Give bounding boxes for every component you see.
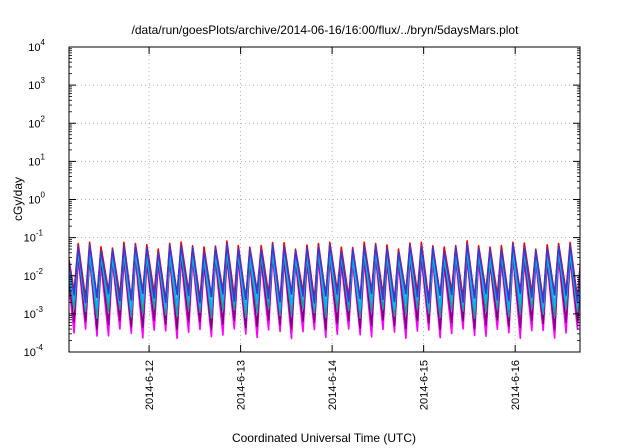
chart-title: /data/run/goesPlots/archive/2014-06-16/1…	[132, 23, 520, 37]
y-tick-label: 100	[28, 191, 45, 207]
x-tick-label: 2014-6-14	[327, 360, 339, 410]
x-axis-label: Coordinated Universal Time (UTC)	[232, 431, 416, 445]
y-tick-exponent: -3	[36, 305, 44, 314]
y-tick-exponent: 1	[41, 152, 46, 161]
y-tick-base: 10	[24, 271, 36, 283]
y-tick-label: 104	[28, 38, 45, 54]
y-tick-base: 10	[28, 42, 40, 54]
x-tick-labels: 2014-6-12 2014-6-13 2014-6-14 2014-6-15 2014…	[144, 360, 522, 410]
ticks	[69, 46, 580, 353]
y-tick-exponent: -4	[36, 343, 44, 352]
y-tick-label: 103	[28, 76, 45, 92]
series-group	[69, 240, 580, 340]
y-tick-base: 10	[28, 118, 40, 130]
y-tick-label: 101	[28, 152, 45, 168]
y-tick-label: 10-4	[24, 343, 44, 359]
y-tick-exponent: 4	[41, 38, 46, 47]
y-tick-label: 10-3	[24, 305, 44, 321]
y-tick-label: 10-1	[24, 229, 44, 245]
grid	[69, 47, 580, 352]
x-tick-label: 2014-6-13	[236, 360, 248, 410]
y-tick-base: 10	[28, 195, 40, 207]
y-tick-exponent: 0	[41, 191, 46, 200]
y-axis-label: cGy/day	[11, 177, 25, 221]
y-tick-base: 10	[28, 156, 40, 168]
y-tick-label: 102	[28, 114, 45, 130]
series-line	[69, 243, 580, 304]
y-tick-base: 10	[24, 347, 36, 359]
y-tick-exponent: -2	[36, 267, 44, 276]
y-tick-label: 10-2	[24, 267, 44, 283]
y-tick-exponent: 3	[41, 76, 46, 85]
x-tick-label: 2014-6-15	[419, 360, 431, 410]
y-tick-exponent: -1	[36, 229, 44, 238]
y-tick-exponent: 2	[41, 114, 46, 123]
x-tick-label: 2014-6-16	[510, 360, 522, 410]
y-tick-base: 10	[24, 233, 36, 245]
y-tick-base: 10	[24, 309, 36, 321]
y-tick-base: 10	[28, 80, 40, 92]
x-tick-label: 2014-6-12	[144, 360, 156, 410]
